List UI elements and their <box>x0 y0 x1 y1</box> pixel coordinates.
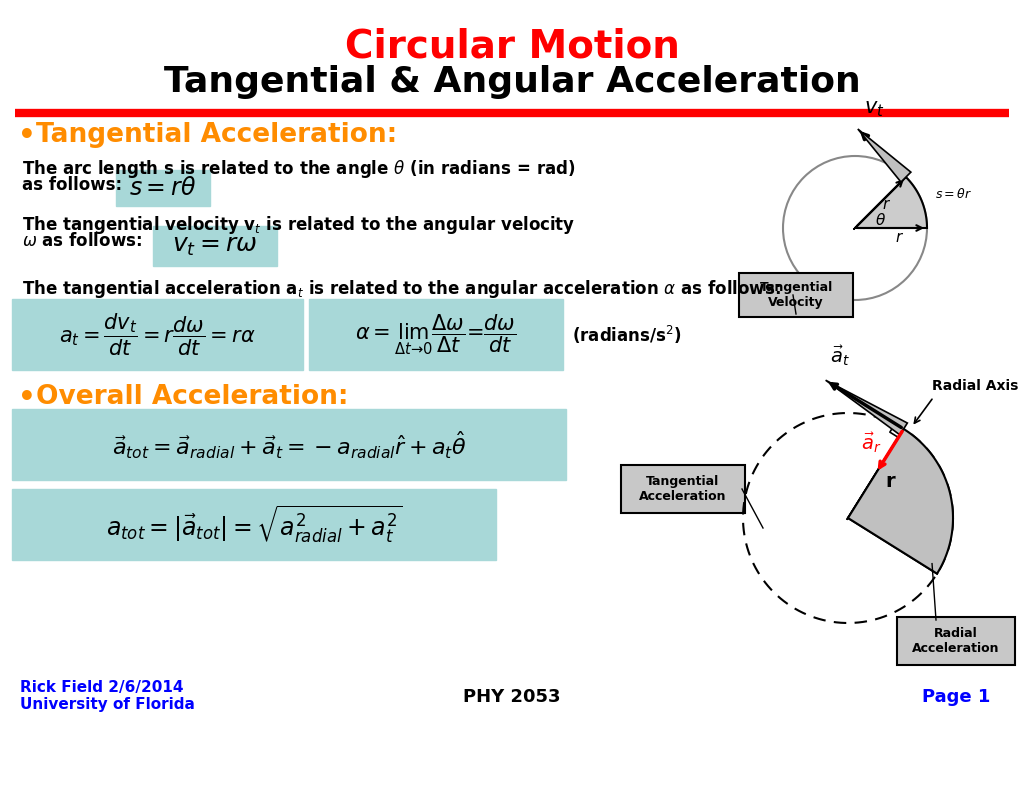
Text: $a_t = \dfrac{dv_t}{dt} = r\dfrac{d\omega}{dt} = r\alpha$: $a_t = \dfrac{dv_t}{dt} = r\dfrac{d\omeg… <box>58 312 255 358</box>
Text: Rick Field 2/6/2014: Rick Field 2/6/2014 <box>20 680 183 695</box>
Text: •: • <box>18 384 36 412</box>
Text: Radial
Acceleration: Radial Acceleration <box>912 627 999 655</box>
Text: $\vec{a}_t$: $\vec{a}_t$ <box>829 343 850 368</box>
Text: $\mathit{v}_t$: $\mathit{v}_t$ <box>864 99 885 119</box>
FancyBboxPatch shape <box>621 465 745 513</box>
FancyBboxPatch shape <box>12 409 566 480</box>
Text: $\vec{a}_r$: $\vec{a}_r$ <box>861 430 882 455</box>
Text: $\omega$ as follows:: $\omega$ as follows: <box>22 232 142 250</box>
Text: The tangential velocity v$_t$ is related to the angular velocity: The tangential velocity v$_t$ is related… <box>22 214 575 236</box>
Text: •: • <box>18 122 36 150</box>
Text: Tangential Acceleration:: Tangential Acceleration: <box>36 122 397 148</box>
Text: r: r <box>885 472 895 491</box>
Text: Circular Motion: Circular Motion <box>344 28 680 66</box>
Text: $s = \theta r$: $s = \theta r$ <box>935 187 972 201</box>
Text: $\vec{a}_{tot} = \vec{a}_{radial} + \vec{a}_t = -a_{radial}\hat{r} + a_t\hat{\th: $\vec{a}_{tot} = \vec{a}_{radial} + \vec… <box>112 430 466 460</box>
Text: as follows:: as follows: <box>22 176 122 194</box>
Text: Overall Acceleration:: Overall Acceleration: <box>36 384 348 410</box>
Text: The tangential acceleration a$_t$ is related to the angular acceleration $\alpha: The tangential acceleration a$_t$ is rel… <box>22 278 781 300</box>
Text: University of Florida: University of Florida <box>20 697 195 712</box>
Text: $s = r\theta$: $s = r\theta$ <box>129 176 197 200</box>
Text: r: r <box>883 197 889 212</box>
FancyBboxPatch shape <box>309 299 563 370</box>
Text: PHY 2053: PHY 2053 <box>463 688 561 706</box>
Text: Tangential & Angular Acceleration: Tangential & Angular Acceleration <box>164 65 860 99</box>
FancyBboxPatch shape <box>153 226 278 266</box>
FancyBboxPatch shape <box>897 617 1015 665</box>
Polygon shape <box>848 429 953 573</box>
Text: The arc length s is related to the angle $\theta$ (in radians = rad): The arc length s is related to the angle… <box>22 158 575 180</box>
FancyBboxPatch shape <box>116 170 210 206</box>
Text: $\theta$: $\theta$ <box>876 212 887 228</box>
Text: r: r <box>896 230 902 245</box>
Text: Tangential
Acceleration: Tangential Acceleration <box>639 475 727 503</box>
Text: $a_{tot} = |\vec{a}_{tot}| = \sqrt{a_{radial}^2 + a_t^2}$: $a_{tot} = |\vec{a}_{tot}| = \sqrt{a_{ra… <box>105 504 402 546</box>
Text: Page 1: Page 1 <box>922 688 990 706</box>
Text: (radians/s$^2$): (radians/s$^2$) <box>572 324 682 346</box>
FancyBboxPatch shape <box>739 273 853 317</box>
Polygon shape <box>855 177 927 228</box>
Text: Tangential
Velocity: Tangential Velocity <box>760 281 833 309</box>
FancyBboxPatch shape <box>12 489 496 560</box>
Polygon shape <box>854 129 911 229</box>
FancyBboxPatch shape <box>12 299 303 370</box>
Text: $v_t = r\omega$: $v_t = r\omega$ <box>172 234 258 258</box>
Text: $\alpha = \lim_{\Delta t\to 0}\dfrac{\Delta\omega}{\Delta t} = \dfrac{d\omega}{d: $\alpha = \lim_{\Delta t\to 0}\dfrac{\De… <box>355 312 517 358</box>
Text: Radial Axis: Radial Axis <box>932 379 1018 393</box>
Polygon shape <box>825 380 907 520</box>
